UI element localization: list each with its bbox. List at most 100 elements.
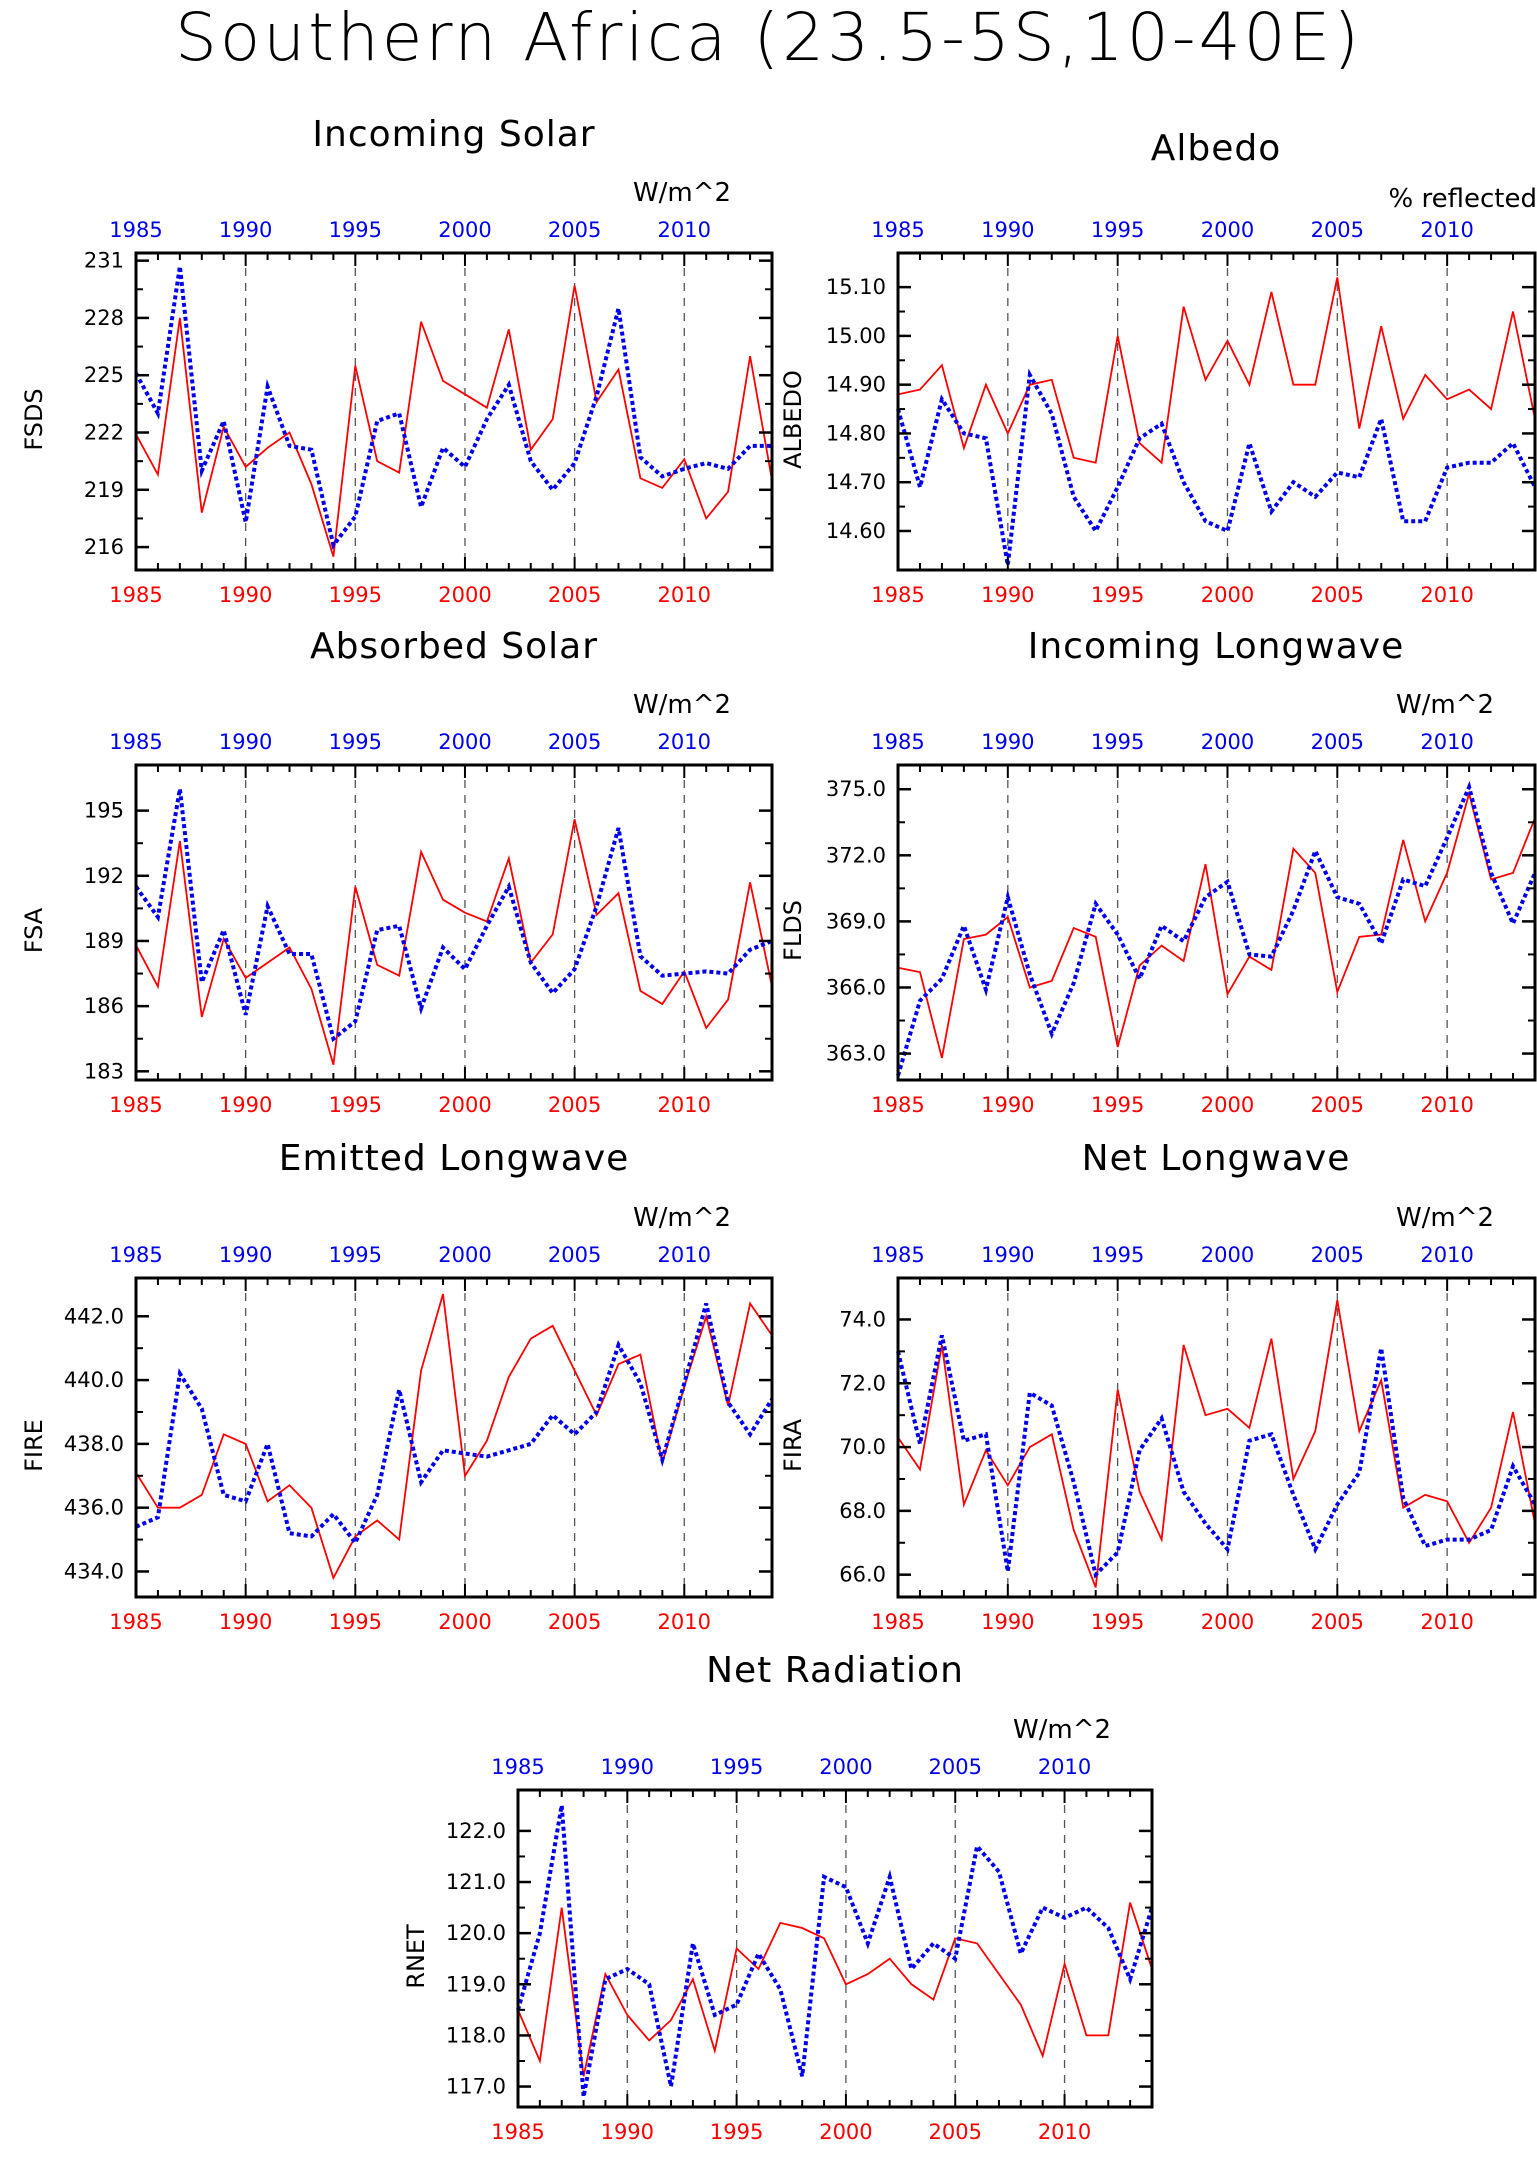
x-tick-label-bottom: 2000 — [438, 1610, 491, 1634]
x-tick-label-top: 1990 — [981, 218, 1034, 242]
y-tick-label: 14.90 — [826, 373, 886, 397]
series-line-red — [897, 790, 1536, 1059]
x-tick-label-top: 2000 — [438, 218, 491, 242]
y-axis-label: FLDS — [779, 900, 807, 961]
unit-label: W/m^2 — [1396, 1203, 1494, 1233]
y-tick-label: 72.0 — [839, 1371, 886, 1395]
x-tick-label-top: 1990 — [219, 218, 272, 242]
x-tick-label-bottom: 1985 — [109, 583, 162, 607]
y-tick-label: 122.0 — [446, 1819, 506, 1843]
series-line-blue — [134, 266, 772, 550]
x-tick-label-top: 2010 — [1420, 218, 1473, 242]
x-tick-label-top: 1990 — [219, 1243, 272, 1267]
x-tick-label-bottom: 2005 — [1311, 1093, 1364, 1117]
x-tick-label-top: 2010 — [658, 730, 711, 754]
y-tick-label: 66.0 — [839, 1563, 886, 1587]
y-tick-label: 434.0 — [64, 1559, 124, 1583]
x-tick-label-bottom: 2010 — [658, 1093, 711, 1117]
x-tick-label-top: 1990 — [981, 730, 1034, 754]
x-tick-label-bottom: 2000 — [819, 2120, 872, 2144]
x-tick-label-top: 1985 — [109, 1243, 162, 1267]
x-tick-label-bottom: 1995 — [329, 583, 382, 607]
y-tick-label: 440.0 — [64, 1368, 124, 1392]
x-tick-label-top: 2005 — [929, 1755, 982, 1779]
panel-title: Absorbed Solar — [310, 626, 598, 667]
panel-title: Incoming Longwave — [1028, 626, 1405, 667]
x-tick-label-bottom: 2010 — [658, 1610, 711, 1634]
y-tick-label: 119.0 — [446, 1972, 506, 1996]
plot-frame — [134, 251, 774, 572]
x-tick-label-bottom: 1990 — [219, 1093, 272, 1117]
y-tick-label: 231 — [84, 249, 124, 273]
y-axis-label: FIRE — [20, 1419, 48, 1472]
x-tick-label-top: 2010 — [658, 1243, 711, 1267]
series-line-red — [135, 1293, 773, 1581]
x-tick-label-bottom: 1995 — [1091, 1093, 1144, 1117]
y-tick-label: 195 — [84, 799, 124, 823]
y-tick-label: 363.0 — [826, 1042, 886, 1066]
y-tick-label: 14.70 — [826, 470, 886, 494]
x-tick-label-top: 2000 — [1201, 730, 1254, 754]
panel-title: Incoming Solar — [312, 114, 595, 155]
x-tick-label-bottom: 2010 — [1420, 1610, 1473, 1634]
y-tick-label: 118.0 — [446, 2023, 506, 2047]
y-axis-label: FSA — [20, 907, 48, 953]
x-tick-label-top: 2010 — [1038, 1755, 1091, 1779]
panel-albedo: Albedo % reflected 14.60 14.70 14.80 14.90 15.… — [779, 128, 1537, 607]
x-tick-label-top: 2010 — [1420, 1243, 1473, 1267]
x-tick-label-bottom: 2000 — [438, 583, 491, 607]
y-tick-label: 369.0 — [826, 909, 886, 933]
y-tick-label: 186 — [84, 994, 124, 1018]
x-tick-label-top: 2005 — [1311, 218, 1364, 242]
x-tick-label-bottom: 1990 — [601, 2120, 654, 2144]
unit-label: W/m^2 — [1396, 690, 1494, 720]
series-line-red — [517, 1902, 1153, 2077]
x-tick-label-bottom: 1985 — [109, 1093, 162, 1117]
series-line-blue — [516, 1804, 1154, 2098]
unit-label: W/m^2 — [633, 178, 731, 208]
x-tick-label-top: 1985 — [109, 730, 162, 754]
x-tick-label-bottom: 1990 — [981, 1610, 1034, 1634]
y-tick-label: 219 — [84, 478, 124, 502]
series-line-blue — [896, 368, 1537, 566]
series-line-red — [135, 819, 773, 1066]
x-tick-label-top: 1985 — [109, 218, 162, 242]
x-tick-label-bottom: 1990 — [219, 1610, 272, 1634]
plot-frame — [516, 1788, 1154, 2109]
plot-frame — [134, 763, 774, 1082]
unit-label: % reflected — [1389, 184, 1537, 214]
y-tick-label: 15.10 — [826, 275, 886, 299]
x-tick-label-top: 1995 — [1091, 730, 1144, 754]
panel-title: Albedo — [1151, 128, 1282, 169]
x-tick-label-top: 2005 — [1311, 1243, 1364, 1267]
x-tick-label-bottom: 2010 — [1420, 583, 1473, 607]
x-tick-label-bottom: 2005 — [929, 2120, 982, 2144]
unit-label: W/m^2 — [633, 690, 731, 720]
x-tick-label-top: 2000 — [1201, 1243, 1254, 1267]
x-tick-label-top: 1995 — [329, 730, 382, 754]
x-tick-label-top: 2000 — [438, 730, 491, 754]
x-tick-label-top: 2005 — [1311, 730, 1364, 754]
series-line-blue — [896, 780, 1537, 1077]
panel-title: Net Radiation — [706, 1650, 964, 1691]
y-tick-label: 14.60 — [826, 519, 886, 543]
x-tick-label-top: 2010 — [658, 218, 711, 242]
y-tick-label: 70.0 — [839, 1435, 886, 1459]
x-tick-label-top: 1990 — [601, 1755, 654, 1779]
y-tick-label: 438.0 — [64, 1432, 124, 1456]
x-tick-label-bottom: 2005 — [548, 1610, 601, 1634]
x-tick-label-bottom: 2000 — [438, 1093, 491, 1117]
main-title: Southern Africa (23.5-5S,10-40E) — [174, 0, 1363, 76]
y-tick-label: 192 — [84, 864, 124, 888]
y-tick-label: 68.0 — [839, 1499, 886, 1523]
x-tick-label-top: 1990 — [981, 1243, 1034, 1267]
x-tick-label-bottom: 1985 — [871, 583, 924, 607]
y-axis-label: ALBEDO — [779, 370, 807, 469]
series-line-blue — [896, 1334, 1537, 1579]
x-tick-label-bottom: 2010 — [1420, 1093, 1473, 1117]
x-tick-label-bottom: 1995 — [1091, 583, 1144, 607]
x-tick-label-bottom: 1985 — [871, 1610, 924, 1634]
x-tick-label-top: 1985 — [871, 218, 924, 242]
panel-fsa: Absorbed Solar W/m^2 183 186 189 192 195 1985 19… — [20, 626, 774, 1117]
